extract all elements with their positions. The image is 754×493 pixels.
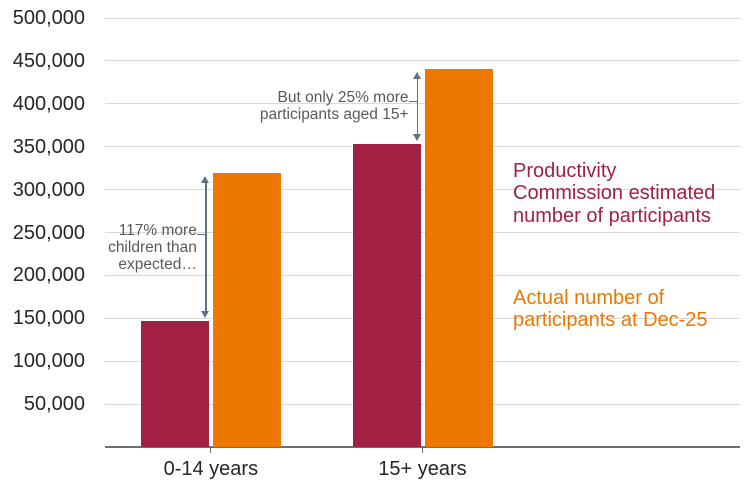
gridline [105, 360, 740, 362]
legend-actual-series: Actual number of participants at Dec-25 [513, 287, 708, 332]
gridline [105, 17, 740, 19]
arrow-shaft [205, 181, 207, 313]
gridline [105, 274, 740, 276]
bar-estimated-15plus [352, 144, 421, 447]
y-axis-tick-label: 400,000 [12, 92, 85, 115]
y-axis-tick-label: 350,000 [12, 135, 85, 158]
difference-arrow [413, 71, 422, 142]
arrow-up-head [413, 71, 421, 79]
arrow-down-head [413, 134, 421, 142]
annotation-text: But only 25% more participants aged 15+ [249, 89, 409, 123]
annotation-line: But only 25% more [277, 89, 409, 107]
arrow-up-head [201, 176, 210, 184]
legend-line: number of participants [513, 204, 711, 227]
gridline [105, 146, 740, 148]
y-axis-tick-label: 150,000 [12, 307, 85, 330]
bar-estimated-0-14 [140, 320, 209, 447]
y-axis-tick-label: 250,000 [12, 221, 85, 244]
x-axis-line [105, 446, 740, 448]
annotation-line: expected… [118, 255, 197, 273]
legend-line: Productivity [513, 160, 617, 182]
arrow-shaft [416, 76, 419, 137]
y-axis-tick-label: 100,000 [12, 350, 85, 373]
arrow-down-head [201, 310, 210, 318]
y-axis-tick-label: 500,000 [12, 7, 85, 29]
x-axis-category-label: 0-14 years [163, 458, 259, 480]
bar-actual-15plus [424, 68, 493, 447]
annotation-connector [408, 101, 418, 103]
y-axis-tick-label: 50,000 [23, 393, 85, 416]
gridline [105, 403, 740, 405]
gridline [105, 60, 740, 62]
gridline [105, 232, 740, 233]
y-axis-tick-label: 300,000 [12, 178, 85, 201]
x-axis-category-label: 15+ years [378, 458, 467, 480]
annotation-line: children than [108, 238, 197, 256]
legend-line: Actual number of [513, 287, 665, 309]
gridline [105, 317, 740, 319]
annotation-line: participants aged 15+ [259, 106, 409, 124]
gridline [105, 189, 740, 191]
x-axis-tick [210, 448, 212, 453]
annotation-line: 117% more [118, 221, 197, 239]
bar-actual-0-14 [212, 173, 281, 447]
legend-line: Commission estimated [513, 182, 716, 205]
y-axis-tick-label: 200,000 [12, 264, 85, 287]
y-axis-tick-label: 450,000 [12, 49, 85, 72]
annotation-text: 117% more children than expected… [37, 222, 197, 273]
gridline [105, 103, 740, 105]
x-axis-tick [422, 448, 423, 453]
difference-arrow [201, 176, 210, 318]
annotation-connector [196, 233, 206, 235]
legend-line: participants at Dec-25 [513, 309, 708, 332]
legend-estimated-series: Productivity Commission estimated number o… [513, 160, 715, 227]
